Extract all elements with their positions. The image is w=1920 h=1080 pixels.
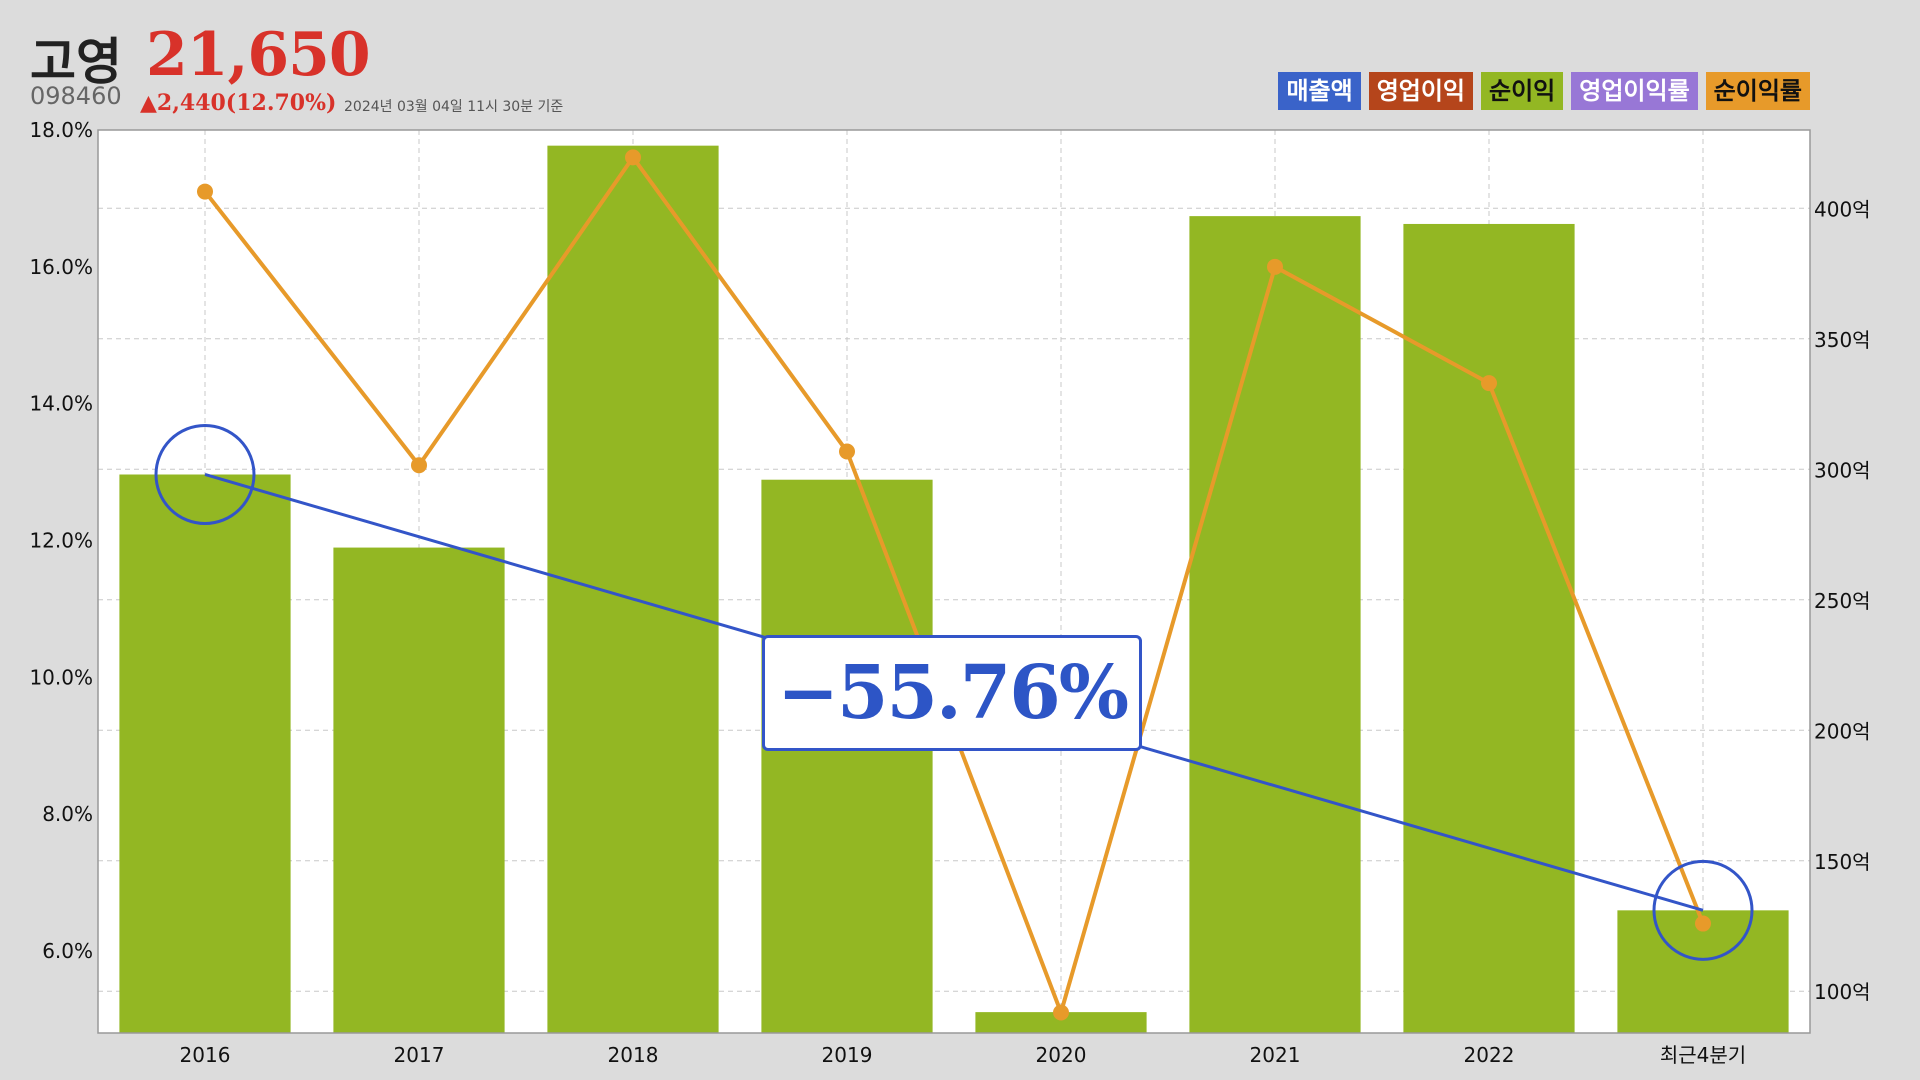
- plot-border: [97, 129, 1811, 1034]
- legend-item-operating-income[interactable]: 영업이익: [1368, 72, 1474, 110]
- y-right-tick-label: 400억: [1814, 197, 1871, 221]
- net-margin-point: [411, 457, 427, 474]
- stock-price: 21,650: [146, 20, 371, 90]
- y-right-tick-label: 250억: [1814, 589, 1871, 613]
- net-margin-point: [625, 149, 641, 166]
- bar: [975, 1012, 1147, 1033]
- price-change: ▲2,440(12.70%): [140, 90, 337, 116]
- x-tick-label: 2022: [1464, 1043, 1515, 1067]
- x-tick-label: 2020: [1036, 1043, 1087, 1067]
- legend-item-net-margin[interactable]: 순이익률: [1705, 72, 1810, 110]
- stock-code: 098460: [30, 82, 122, 110]
- trend-end-marker: [1652, 859, 1754, 961]
- net-margin-point: [1267, 258, 1283, 275]
- x-tick-label: 2019: [822, 1043, 873, 1067]
- x-tick-label: 2017: [394, 1043, 445, 1067]
- y-right-tick-label: 150억: [1814, 850, 1871, 874]
- bar: [1403, 223, 1575, 1034]
- bar: [547, 145, 719, 1034]
- net-margin-point: [1695, 915, 1711, 932]
- legend: 매출액 영업이익 순이익 영업이익률 순이익률: [1278, 72, 1810, 110]
- y-right-tick-label: 200억: [1814, 719, 1871, 743]
- company-name: 고영: [30, 33, 122, 91]
- y-left-tick-label: 10.0%: [29, 665, 93, 689]
- y-left-tick-label: 18.0%: [29, 118, 93, 142]
- legend-item-revenue[interactable]: 매출액: [1278, 72, 1361, 110]
- bar: [1189, 216, 1361, 1034]
- net-margin-point: [1481, 375, 1497, 392]
- net-margin-point: [1053, 1004, 1069, 1021]
- y-left-tick-label: 12.0%: [29, 528, 93, 552]
- trend-change-callout: −55.76%: [762, 635, 1142, 751]
- y-left-tick-label: 8.0%: [42, 802, 93, 826]
- x-tick-label: 최근4분기: [1660, 1043, 1746, 1067]
- y-left-tick-label: 16.0%: [29, 255, 93, 279]
- y-right-tick-label: 100억: [1814, 980, 1871, 1004]
- legend-item-net-income[interactable]: 순이익: [1481, 72, 1564, 110]
- bar: [761, 479, 933, 1033]
- timestamp: 2024년 03월 04일 11시 30분 기준: [344, 99, 564, 115]
- trend-start-marker: [154, 423, 256, 525]
- y-right-tick-label: 350억: [1814, 328, 1871, 352]
- net-margin-point: [197, 183, 213, 200]
- x-tick-label: 2018: [608, 1043, 659, 1067]
- x-tick-label: 2021: [1250, 1043, 1301, 1067]
- bar: [119, 474, 291, 1034]
- net-margin-point: [839, 443, 855, 460]
- legend-item-operating-margin[interactable]: 영업이익률: [1571, 72, 1698, 110]
- x-tick-label: 2016: [180, 1043, 231, 1067]
- y-right-tick-label: 300억: [1814, 458, 1871, 482]
- y-left-tick-label: 14.0%: [29, 392, 93, 416]
- bar: [333, 547, 505, 1033]
- y-left-tick-label: 6.0%: [42, 939, 93, 963]
